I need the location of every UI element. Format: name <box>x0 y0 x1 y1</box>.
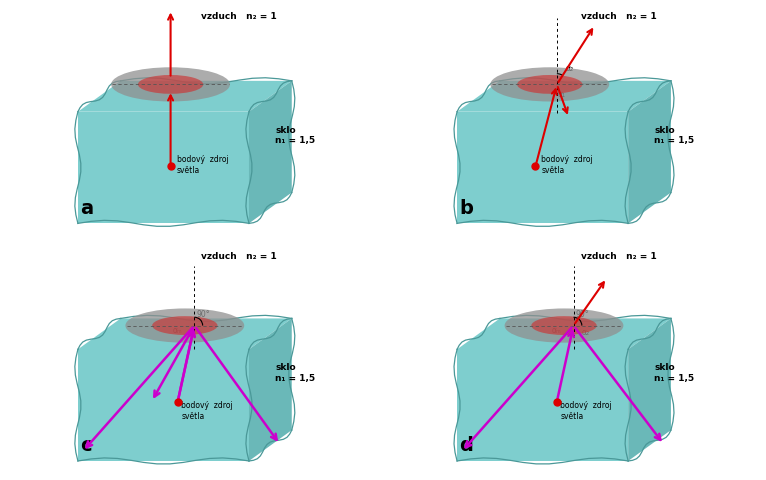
Polygon shape <box>628 81 671 223</box>
Ellipse shape <box>517 75 582 94</box>
Text: α₁: α₁ <box>558 90 566 99</box>
Text: vzduch   n₂ = 1: vzduch n₂ = 1 <box>581 12 656 21</box>
Polygon shape <box>628 318 671 461</box>
Polygon shape <box>457 318 671 349</box>
Text: α₂: α₂ <box>582 327 590 336</box>
Text: 90°: 90° <box>576 310 590 319</box>
Polygon shape <box>457 112 628 223</box>
Text: α₂: α₂ <box>565 64 573 73</box>
Polygon shape <box>457 349 628 461</box>
Text: bodový  zdroj
světla: bodový zdroj světla <box>182 401 233 421</box>
Ellipse shape <box>532 316 597 335</box>
Ellipse shape <box>138 75 203 94</box>
Text: sklo
n₁ = 1,5: sklo n₁ = 1,5 <box>275 363 316 383</box>
Text: c: c <box>80 436 92 456</box>
Text: d: d <box>460 436 473 456</box>
Text: vzduch   n₂ = 1: vzduch n₂ = 1 <box>201 12 277 21</box>
Ellipse shape <box>152 316 218 335</box>
Text: vzduch   n₂ = 1: vzduch n₂ = 1 <box>581 252 656 261</box>
Polygon shape <box>78 112 249 223</box>
Polygon shape <box>249 318 292 461</box>
Ellipse shape <box>490 67 609 101</box>
Text: a: a <box>80 199 93 218</box>
Polygon shape <box>78 349 249 461</box>
Polygon shape <box>78 81 292 112</box>
Text: αₘ: αₘ <box>173 326 182 335</box>
Text: b: b <box>460 199 473 218</box>
Polygon shape <box>78 318 292 349</box>
Ellipse shape <box>111 67 230 101</box>
Ellipse shape <box>126 309 244 343</box>
Text: bodový  zdroj
světla: bodový zdroj světla <box>542 156 593 175</box>
Ellipse shape <box>505 309 624 343</box>
Text: sklo
n₁ = 1,5: sklo n₁ = 1,5 <box>654 363 695 383</box>
Text: bodový  zdroj
světla: bodový zdroj světla <box>561 401 612 421</box>
Text: 90°: 90° <box>197 310 211 319</box>
Polygon shape <box>457 81 671 112</box>
Text: sklo
n₁ = 1,5: sklo n₁ = 1,5 <box>275 126 316 145</box>
Text: bodový  zdroj
světla: bodový zdroj světla <box>176 156 228 175</box>
Text: sklo
n₁ = 1,5: sklo n₁ = 1,5 <box>654 126 695 145</box>
Polygon shape <box>249 81 292 223</box>
Text: vzduch   n₂ = 1: vzduch n₂ = 1 <box>201 252 277 261</box>
Text: αₘ: αₘ <box>552 326 561 335</box>
